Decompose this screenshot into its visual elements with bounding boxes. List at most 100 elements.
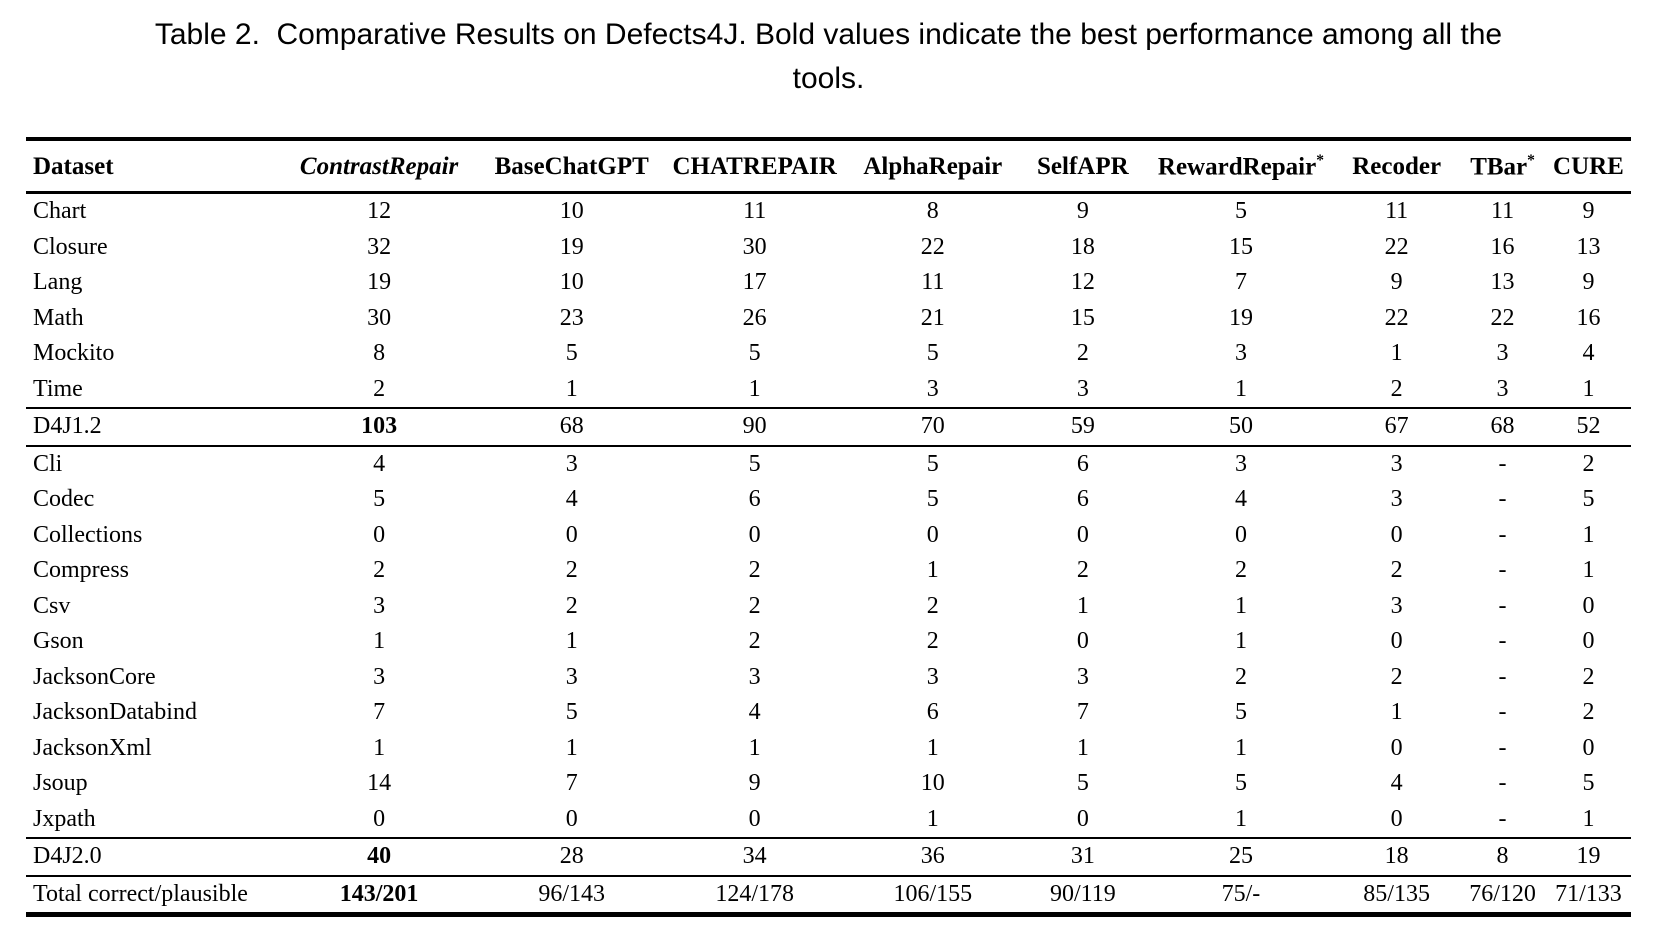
value-cell: 3 — [1076, 663, 1089, 690]
dataset-cell: Lang — [33, 269, 83, 296]
value-cell: 3 — [1390, 486, 1403, 513]
value-cell: 8 — [1496, 843, 1509, 870]
value-cell: 4 — [1234, 486, 1247, 513]
value-cell: 2 — [373, 375, 386, 402]
value-cell: 68 — [559, 413, 584, 440]
column-header-recoder: Recoder — [1334, 139, 1459, 193]
value-cell: 2 — [1234, 557, 1247, 584]
section-d4j20-summary: D4J2.0 40 28 34 36 31 25 18 8 19 — [26, 838, 1631, 876]
value-cell: 103 — [361, 413, 398, 440]
table-row: Lang 19 10 17 11 12 7 9 13 9 — [26, 265, 1631, 301]
value-cell: 14 — [367, 770, 392, 797]
column-header-chatrepair: CHATREPAIR — [662, 139, 848, 193]
value-cell: 1 — [926, 557, 939, 584]
value-cell: 8 — [373, 340, 386, 367]
value-cell: 1 — [565, 734, 578, 761]
value-cell: 5 — [748, 340, 761, 367]
value-cell: 3 — [1390, 450, 1403, 477]
value-cell: 5 — [926, 486, 939, 513]
value-cell: 2 — [1582, 699, 1595, 726]
value-cell: 5 — [926, 340, 939, 367]
dataset-cell: Mockito — [33, 340, 115, 367]
value-cell: 2 — [1582, 450, 1595, 477]
value-cell: 1 — [1582, 805, 1595, 832]
value-cell: 9 — [748, 770, 761, 797]
table-row: Cli 4 3 5 5 6 3 3 - 2 — [26, 446, 1631, 483]
column-header-basechatgpt: BaseChatGPT — [482, 139, 662, 193]
column-label: RewardRepair — [1157, 153, 1317, 181]
column-label: Dataset — [33, 152, 114, 180]
value-cell: - — [1498, 770, 1507, 797]
dataset-cell: Cli — [33, 450, 63, 477]
value-cell: 2 — [1390, 663, 1403, 690]
column-asterisk: * — [1316, 152, 1324, 169]
value-cell: 23 — [559, 304, 584, 331]
value-cell: 28 — [559, 843, 584, 870]
value-cell: 1 — [373, 734, 386, 761]
value-cell: - — [1498, 734, 1507, 761]
value-cell: 5 — [1582, 486, 1595, 513]
value-cell: 5 — [565, 699, 578, 726]
value-cell: 11 — [743, 198, 767, 225]
column-asterisk: * — [1527, 152, 1535, 169]
value-cell: 2 — [926, 592, 939, 619]
value-cell: 71/133 — [1555, 880, 1622, 907]
column-header-contrastrepair: ContrastRepair — [276, 139, 481, 193]
value-cell: 34 — [742, 843, 767, 870]
value-cell: 1 — [565, 628, 578, 655]
value-cell: 0 — [1582, 592, 1595, 619]
value-cell: 5 — [748, 450, 761, 477]
value-cell: 1 — [1390, 340, 1403, 367]
table-row: Jxpath 0 0 0 1 0 1 0 - 1 — [26, 802, 1631, 839]
value-cell: 90/119 — [1049, 880, 1116, 907]
value-cell: 13 — [1576, 233, 1601, 260]
value-cell: 22 — [920, 233, 945, 260]
value-cell: 85/135 — [1363, 880, 1430, 907]
value-cell: 8 — [926, 198, 939, 225]
value-cell: 2 — [1234, 663, 1247, 690]
value-cell: 11 — [921, 269, 945, 296]
value-cell: 50 — [1228, 413, 1253, 440]
value-cell: 12 — [1070, 269, 1095, 296]
value-cell: 2 — [1390, 375, 1403, 402]
value-cell: 2 — [565, 592, 578, 619]
value-cell: 1 — [1582, 375, 1595, 402]
value-cell: 5 — [1234, 198, 1247, 225]
value-cell: 0 — [1390, 734, 1403, 761]
value-cell: 52 — [1576, 413, 1601, 440]
value-cell: 5 — [565, 340, 578, 367]
value-cell: 3 — [926, 663, 939, 690]
value-cell: 7 — [1234, 269, 1247, 296]
value-cell: 40 — [367, 843, 392, 870]
value-cell: 2 — [565, 557, 578, 584]
dataset-cell: JacksonDatabind — [33, 699, 197, 726]
value-cell: 3 — [1234, 340, 1247, 367]
value-cell: 0 — [748, 521, 761, 548]
value-cell: 16 — [1576, 304, 1601, 331]
table-row: JacksonCore 3 3 3 3 3 2 2 - 2 — [26, 660, 1631, 696]
value-cell: 10 — [559, 198, 584, 225]
value-cell: 1 — [926, 805, 939, 832]
dataset-cell: Gson — [33, 628, 84, 655]
dataset-cell: JacksonCore — [33, 663, 156, 690]
value-cell: 3 — [1496, 340, 1509, 367]
value-cell: 3 — [1390, 592, 1403, 619]
value-cell: 0 — [373, 805, 386, 832]
column-label: SelfAPR — [1037, 152, 1129, 180]
table-row: Csv 3 2 2 2 1 1 3 - 0 — [26, 589, 1631, 625]
table-row: JacksonXml 1 1 1 1 1 1 0 - 0 — [26, 731, 1631, 767]
section-d4j12-summary: D4J1.2 103 68 90 70 59 50 67 68 52 — [26, 408, 1631, 446]
dataset-cell: Time — [33, 375, 83, 402]
value-cell: 3 — [1496, 375, 1509, 402]
value-cell: 3 — [565, 663, 578, 690]
column-header-dataset: Dataset — [26, 139, 276, 193]
value-cell: 2 — [1076, 557, 1089, 584]
value-cell: 0 — [1390, 805, 1403, 832]
value-cell: - — [1498, 699, 1507, 726]
column-header-rewardrepair: RewardRepair* — [1148, 139, 1334, 193]
dataset-cell: Math — [33, 304, 84, 331]
value-cell: - — [1498, 557, 1507, 584]
value-cell: 1 — [1390, 699, 1403, 726]
table-row: Mockito 8 5 5 5 2 3 1 3 4 — [26, 336, 1631, 372]
value-cell: 1 — [1582, 521, 1595, 548]
